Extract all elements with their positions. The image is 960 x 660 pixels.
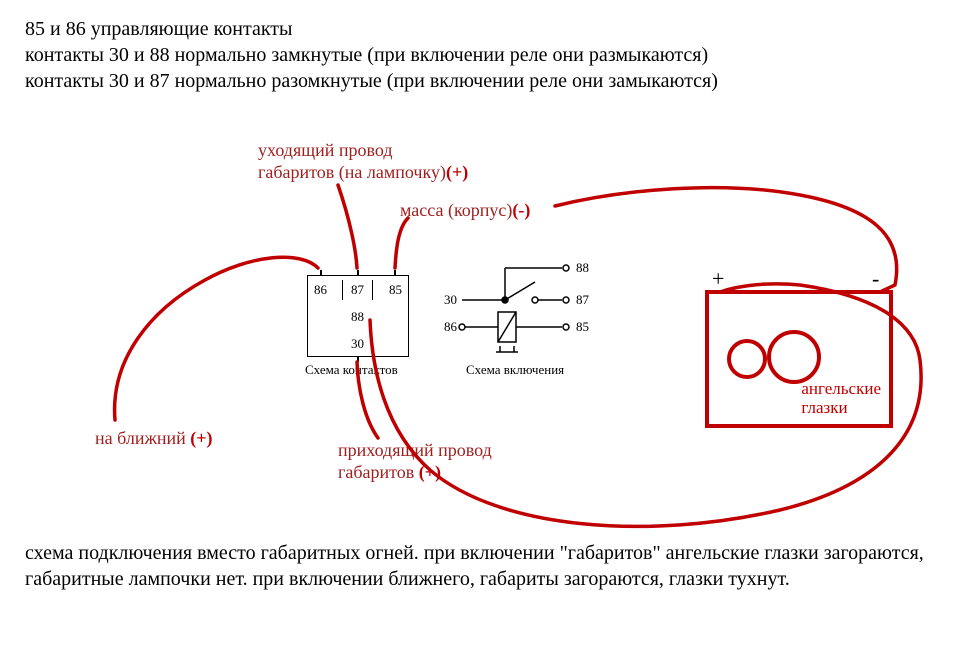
relay-contact-box: 86 87 85 88 30 [307,275,409,357]
angel-eyes-label: ангельские глазки [801,379,881,418]
footer-text: схема подключения вместо габаритных огне… [25,540,935,592]
relay-pin-88: 88 [351,309,364,325]
relay-pin-86: 86 [314,282,327,298]
wire-87-outgoing [338,185,357,268]
header-line-2: контакты 30 и 88 нормально замкнутые (пр… [25,42,708,68]
caption-switching: Схема включения [466,362,564,378]
battery-plus: + [712,266,724,292]
svg-text:30: 30 [444,292,457,307]
angel-eye-large-icon [767,330,821,384]
svg-text:87: 87 [576,292,590,307]
label-incoming-wire: приходящий провод габаритов (+) [338,440,492,483]
wire-86-lowbeam [115,257,318,420]
wire-ground-to-minus [555,188,897,292]
header-line-1: 85 и 86 управляющие контакты [25,16,292,42]
header-line-3: контакты 30 и 87 нормально разомкнутые (… [25,68,718,94]
label-outgoing-wire: уходящий провод габаритов (на лампочку)(… [258,140,468,183]
label-ground: масса (корпус)(-) [400,200,530,222]
label-low-beam: на ближний (+) [95,428,213,450]
svg-text:86: 86 [444,319,458,334]
caption-contacts: Схема контактов [305,362,398,378]
angel-eye-small-icon [727,339,767,379]
angel-eyes-box: ангельские глазки [705,290,893,428]
svg-text:88: 88 [576,260,589,275]
svg-text:85: 85 [576,319,589,334]
battery-minus: - [872,266,879,292]
relay-pin-85: 85 [389,282,402,298]
wire-85-ground-stub [395,218,408,268]
relay-pin-87: 87 [351,282,364,298]
relay-pin-30: 30 [351,336,364,352]
